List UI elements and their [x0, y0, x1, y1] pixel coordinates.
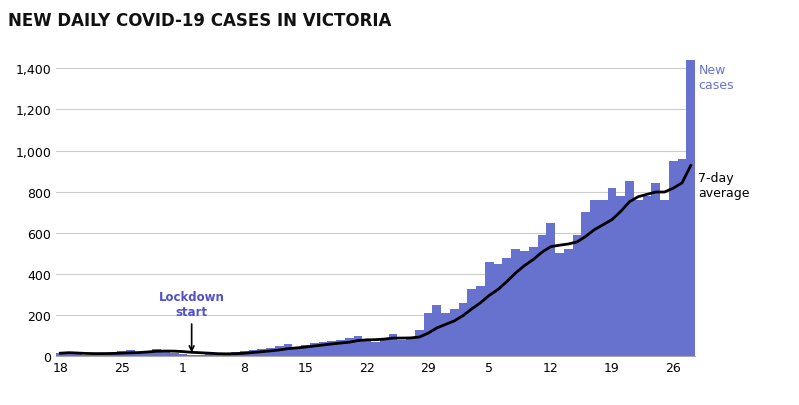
Bar: [117, 351, 126, 356]
Bar: [328, 341, 336, 356]
Bar: [284, 344, 292, 356]
Bar: [485, 262, 494, 356]
Bar: [476, 287, 485, 356]
Bar: [441, 313, 450, 356]
Bar: [56, 353, 65, 356]
Bar: [100, 354, 109, 356]
Text: 7-day
average: 7-day average: [698, 172, 749, 200]
Bar: [135, 352, 144, 356]
Bar: [529, 247, 538, 356]
Bar: [248, 350, 257, 356]
Bar: [678, 160, 686, 356]
Bar: [144, 351, 153, 356]
Bar: [590, 200, 598, 356]
Bar: [213, 353, 222, 356]
Bar: [354, 336, 363, 356]
Bar: [494, 264, 503, 356]
Text: NEW DAILY COVID-19 CASES IN VICTORIA: NEW DAILY COVID-19 CASES IN VICTORIA: [8, 12, 392, 30]
Bar: [336, 340, 345, 356]
Bar: [91, 354, 100, 356]
Bar: [363, 340, 372, 356]
Bar: [607, 188, 616, 356]
Bar: [380, 338, 388, 356]
Bar: [511, 250, 520, 356]
Bar: [82, 355, 91, 356]
Bar: [520, 252, 529, 356]
Bar: [538, 235, 547, 356]
Bar: [686, 61, 695, 356]
Bar: [372, 342, 380, 356]
Bar: [310, 343, 319, 356]
Bar: [423, 313, 432, 356]
Bar: [406, 337, 415, 356]
Bar: [109, 353, 117, 356]
Bar: [205, 354, 213, 356]
Bar: [240, 351, 248, 356]
Bar: [231, 352, 240, 356]
Bar: [275, 346, 284, 356]
Bar: [388, 334, 397, 356]
Bar: [669, 162, 678, 356]
Bar: [345, 338, 354, 356]
Bar: [459, 303, 467, 356]
Bar: [169, 353, 178, 356]
Bar: [564, 250, 573, 356]
Bar: [432, 305, 441, 356]
Bar: [616, 196, 625, 356]
Bar: [660, 200, 669, 356]
Bar: [178, 354, 187, 356]
Bar: [415, 330, 423, 356]
Bar: [555, 254, 564, 356]
Bar: [301, 345, 310, 356]
Bar: [634, 200, 642, 356]
Bar: [503, 258, 511, 356]
Bar: [292, 347, 301, 356]
Bar: [573, 235, 582, 356]
Bar: [65, 352, 74, 356]
Bar: [196, 355, 205, 356]
Bar: [547, 223, 555, 356]
Bar: [651, 184, 660, 356]
Bar: [467, 290, 476, 356]
Bar: [319, 342, 328, 356]
Bar: [161, 352, 169, 356]
Bar: [74, 354, 82, 356]
Bar: [582, 213, 590, 356]
Bar: [257, 349, 266, 356]
Bar: [450, 309, 459, 356]
Bar: [222, 353, 231, 356]
Bar: [126, 350, 135, 356]
Bar: [266, 348, 275, 356]
Bar: [625, 182, 634, 356]
Bar: [397, 340, 406, 356]
Bar: [598, 200, 607, 356]
Text: Lockdown
start: Lockdown start: [159, 291, 225, 351]
Bar: [642, 196, 651, 356]
Bar: [187, 355, 196, 356]
Text: New
cases: New cases: [698, 64, 733, 92]
Bar: [153, 349, 161, 356]
